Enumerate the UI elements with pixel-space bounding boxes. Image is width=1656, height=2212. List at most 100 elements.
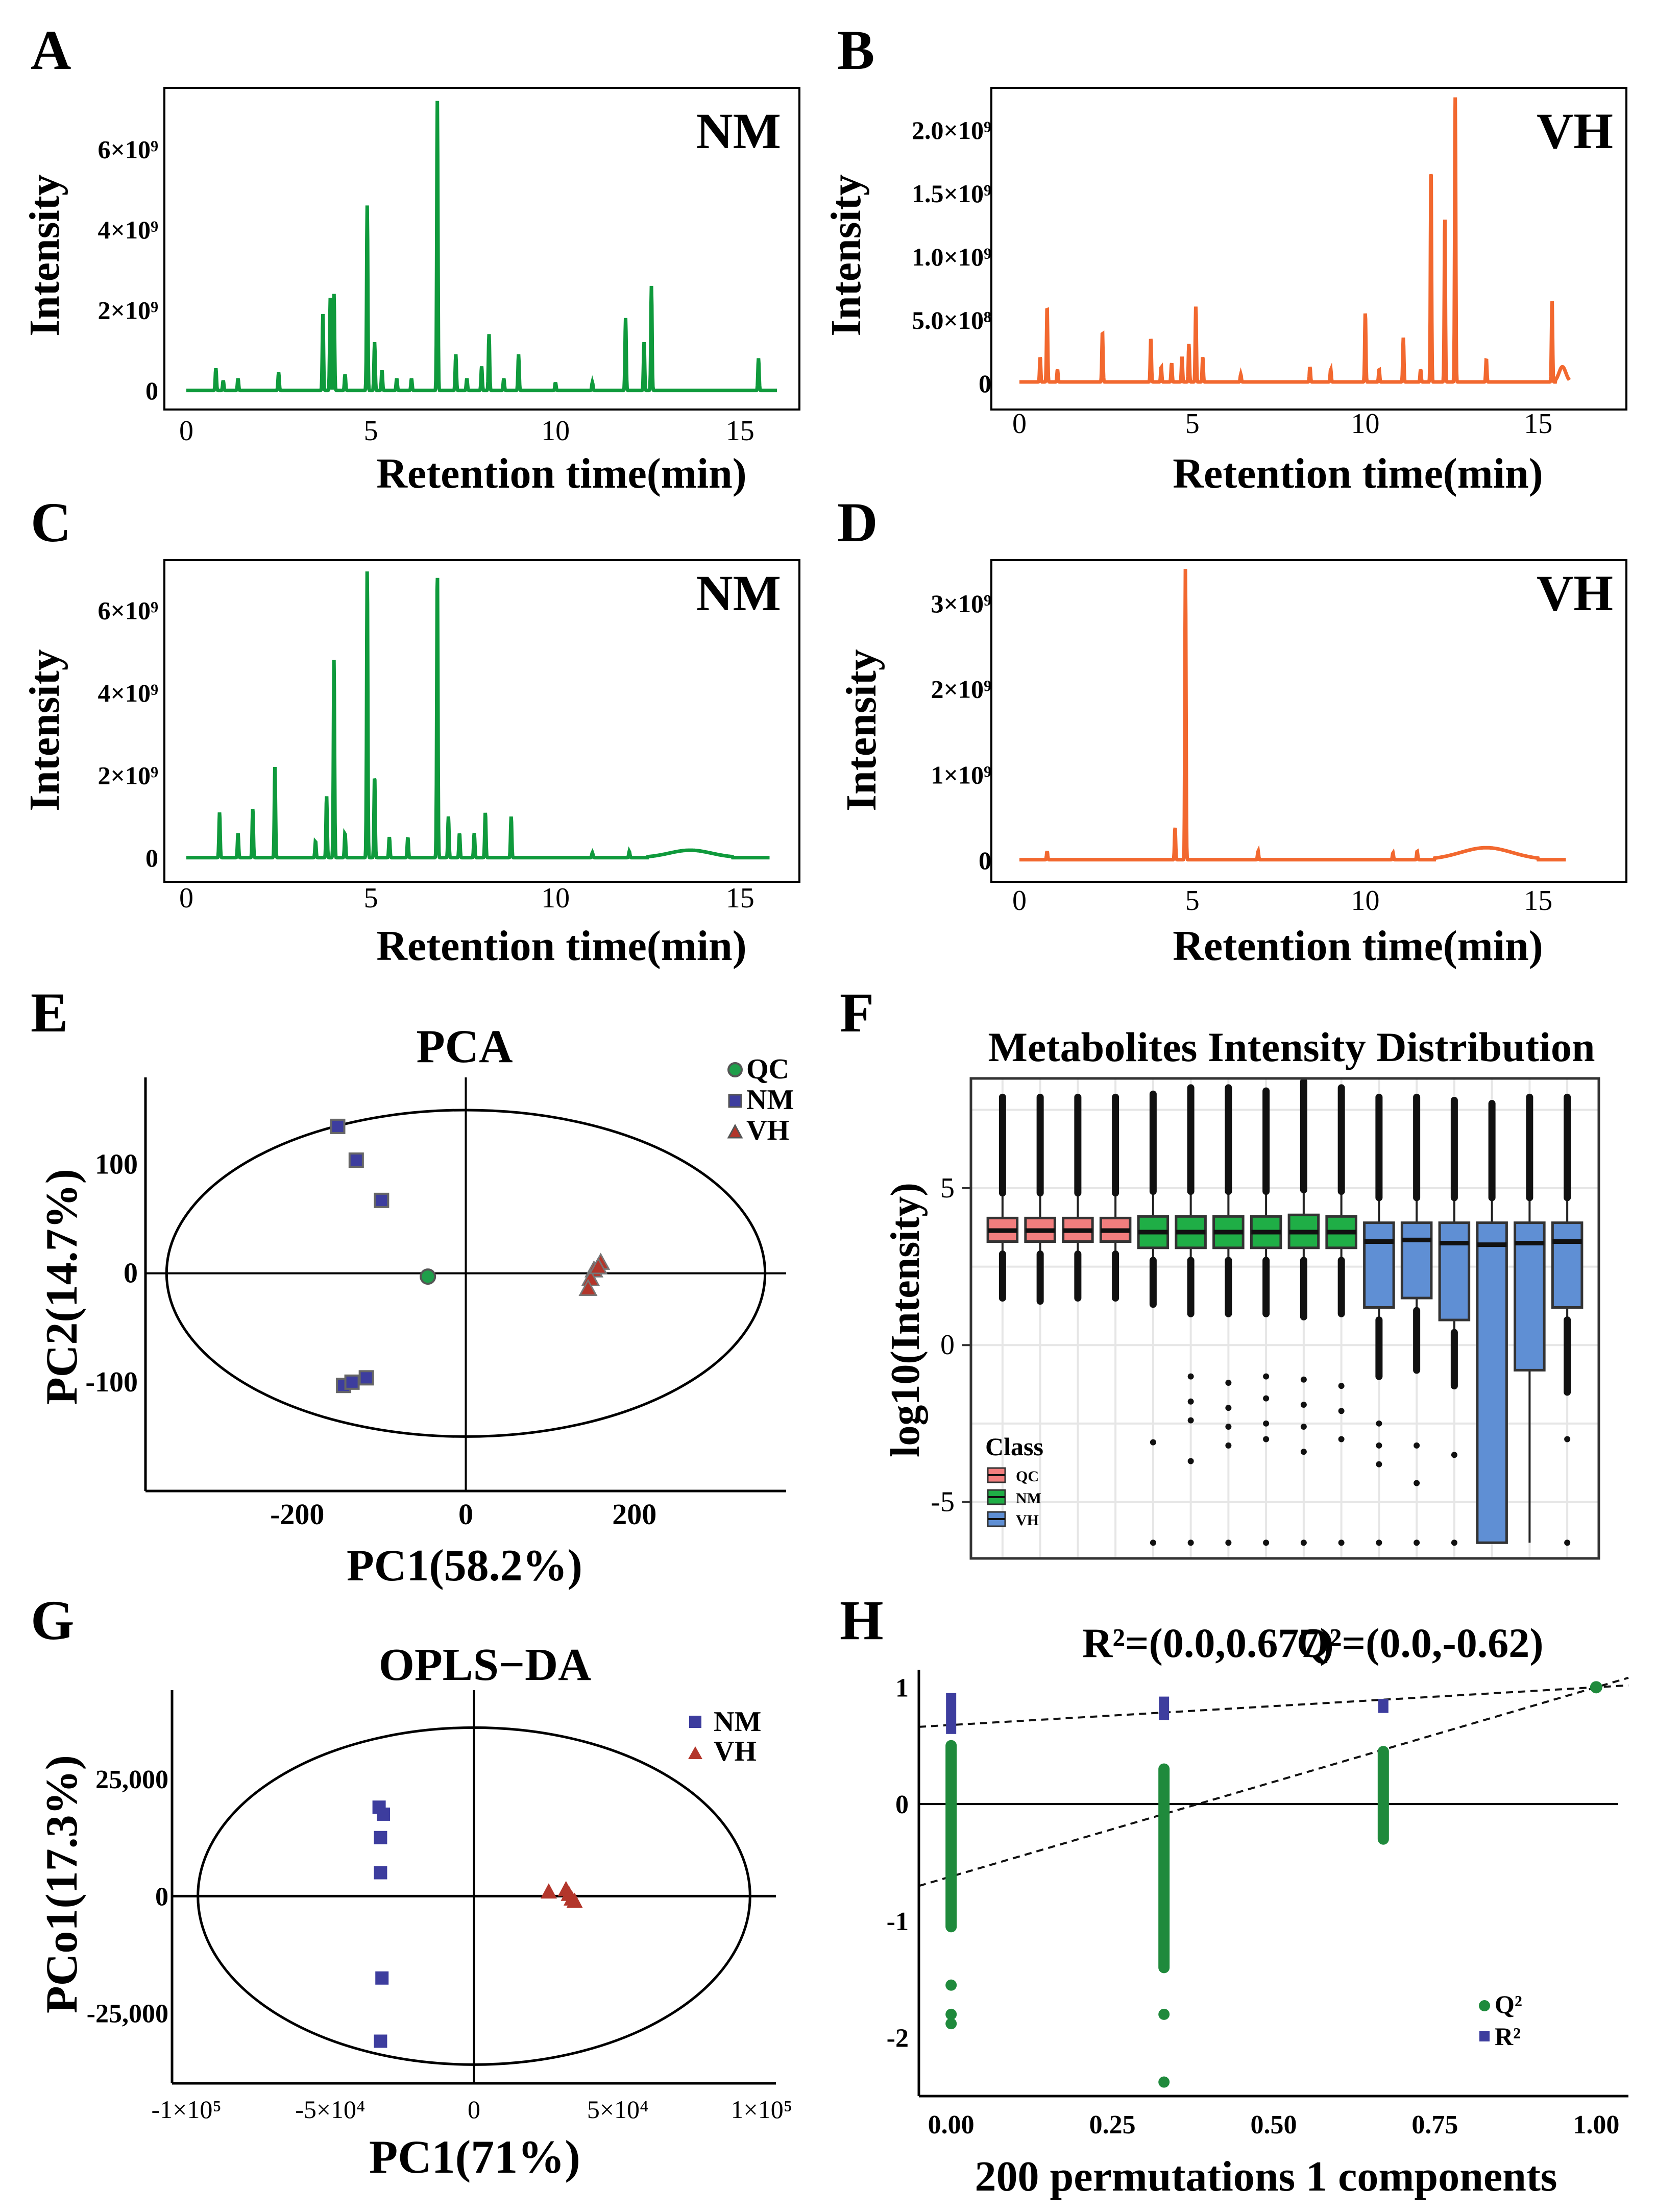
point-nm [377, 1807, 391, 1821]
x-tick-label: 0 [179, 415, 193, 447]
point-nm [374, 2034, 387, 2048]
x-tick-label: 5 [1185, 408, 1200, 440]
x-tick-label: 15 [1524, 408, 1552, 440]
y-tick-label: 0 [145, 376, 158, 405]
panel-d-sample-label: VH [1537, 565, 1613, 621]
outlier-point [1225, 1540, 1232, 1546]
outlier-point [1300, 1423, 1307, 1430]
y-tick-label: -2 [887, 2024, 909, 2053]
x-tick-label: 10 [541, 882, 570, 914]
panel-f: F Metabolites Intensity Distribution -5 0… [840, 981, 1600, 1560]
panel-a: A NM Retention time(min) Intensity 0 5 10 1… [21, 19, 800, 497]
outlier-point [1187, 1458, 1194, 1464]
legend-vh-label: VH [746, 1115, 789, 1146]
outlier-point [1564, 1540, 1571, 1546]
box-vh [1400, 1221, 1433, 1300]
panel-letter-b: B [837, 19, 874, 81]
q2-point [1158, 2076, 1170, 2088]
x-tick-label-zero: 0 [468, 2095, 480, 2124]
y-tick-label: -100 [85, 1366, 138, 1398]
outlier-point [1414, 1540, 1420, 1546]
point-nm [375, 1971, 389, 1985]
x-tick-label: 0.25 [1089, 2110, 1136, 2139]
panel-f-legend: Class QC NM VH [985, 1432, 1043, 1529]
panel-h-r2-summary: R²=(0.0,0.677) [1082, 1620, 1334, 1666]
box-vh [1551, 1221, 1584, 1309]
panel-d-y-axis-label: Intensity [838, 649, 885, 811]
outlier-point [1263, 1395, 1270, 1402]
panel-letter-e: E [31, 981, 68, 1044]
panel-letter-g: G [31, 1589, 75, 1651]
point-nm [348, 1152, 364, 1168]
outlier-point [1451, 1540, 1457, 1546]
r2-regression-line [918, 1684, 1629, 1728]
panel-c-chromatogram [186, 571, 770, 860]
outlier-point [1338, 1436, 1345, 1442]
panel-a-chromatogram [186, 101, 777, 393]
x-tick-label: 0.50 [1251, 2110, 1297, 2139]
panel-e-y-axis-label: PC2(14.7%) [37, 1169, 87, 1405]
outlier-point [1338, 1540, 1345, 1546]
point-qc [420, 1268, 436, 1285]
x-tick-label: 10 [541, 415, 570, 447]
y-tick-label: 6×10⁹ [98, 135, 158, 164]
y-tick-label: -5 [931, 1486, 955, 1518]
x-tick-label: 15 [726, 415, 754, 447]
y-tick-label: -25,000 [87, 2000, 168, 2029]
panel-h: H R²=(0.0,0.677) Q²=(0.0,-0.62) 0.00 0.25… [840, 1589, 1629, 2200]
legend-q2-marker [1479, 2000, 1490, 2011]
panel-g-legend: NM VH [688, 1706, 761, 1767]
panel-e: E PCA -200 0 200 -100 0 100 PC1(58.2%) PC2(14… [31, 981, 794, 1591]
panel-h-plot: 0.00 0.25 0.50 0.75 1.00 -2 -1 0 1 [887, 1673, 1629, 2139]
y-tick-label: 1.5×10⁹ [912, 179, 991, 208]
panel-d-chromatogram [1019, 569, 1566, 862]
r2-points-column [946, 1693, 957, 1734]
q2-point [945, 2018, 957, 2030]
r2-points-column [1159, 1696, 1170, 1720]
legend-nm-text: NM [1016, 1490, 1041, 1507]
panel-b-frame [990, 87, 1627, 411]
panel-a-y-axis-label: Intensity [21, 174, 68, 336]
x-tick-label: 5 [364, 882, 378, 914]
y-tick-label: 25,000 [95, 1765, 168, 1794]
legend-qc-marker [727, 1062, 743, 1077]
y-tick-label: 6×10⁹ [98, 596, 158, 625]
point-nm [330, 1118, 346, 1134]
outlier-point [1376, 1420, 1382, 1427]
panel-e-title: PCA [416, 1020, 513, 1072]
x-tick-label: 10 [1351, 408, 1380, 440]
outlier-point [1376, 1461, 1382, 1468]
panel-c-y-axis-label: Intensity [21, 649, 68, 811]
outlier-point [1187, 1373, 1194, 1380]
x-tick-label: 1.00 [1573, 2110, 1619, 2139]
y-tick-label: -1 [887, 1907, 909, 1936]
legend-qc-text: QC [1016, 1468, 1039, 1485]
legend-r2-marker [1479, 2031, 1490, 2041]
x-tick-label: 5×10⁴ [587, 2095, 649, 2124]
legend-nm-label: NM [714, 1706, 761, 1738]
panel-a-frame [163, 87, 800, 411]
panel-e-x-axis-label: PC1(58.2%) [347, 1541, 582, 1591]
panel-g: G OPLS−DA -1×10⁵ -5×10⁴ 5×10⁴ 1×10⁵ 0 -25,000… [31, 1589, 792, 2183]
panel-c-x-axis-label: Retention time(min) [376, 922, 746, 970]
y-tick-label: 4×10⁹ [98, 215, 158, 244]
legend-nm-marker [728, 1094, 742, 1108]
panel-e-plot: -200 0 200 -100 0 100 [85, 1077, 786, 1531]
box-vh [1438, 1221, 1471, 1321]
point-nm [358, 1370, 374, 1386]
x-tick-label: 0.00 [928, 2110, 975, 2139]
panel-b-chromatogram [1019, 97, 1571, 384]
q2-regression-line [918, 1676, 1629, 1887]
x-tick-label: 5 [364, 415, 378, 447]
y-tick-label: 1.0×10⁹ [912, 243, 991, 271]
x-tick-label: -1×10⁵ [152, 2095, 222, 2124]
outlier-point [1150, 1439, 1156, 1446]
panel-letter-f: F [840, 981, 874, 1044]
outlier-point [1187, 1398, 1194, 1405]
y-tick-label: 2×10⁹ [98, 761, 158, 790]
y-tick-label: 0 [155, 1882, 168, 1911]
point-vh [566, 1892, 583, 1908]
outlier-point [1338, 1383, 1345, 1389]
outlier-point [1225, 1423, 1232, 1430]
